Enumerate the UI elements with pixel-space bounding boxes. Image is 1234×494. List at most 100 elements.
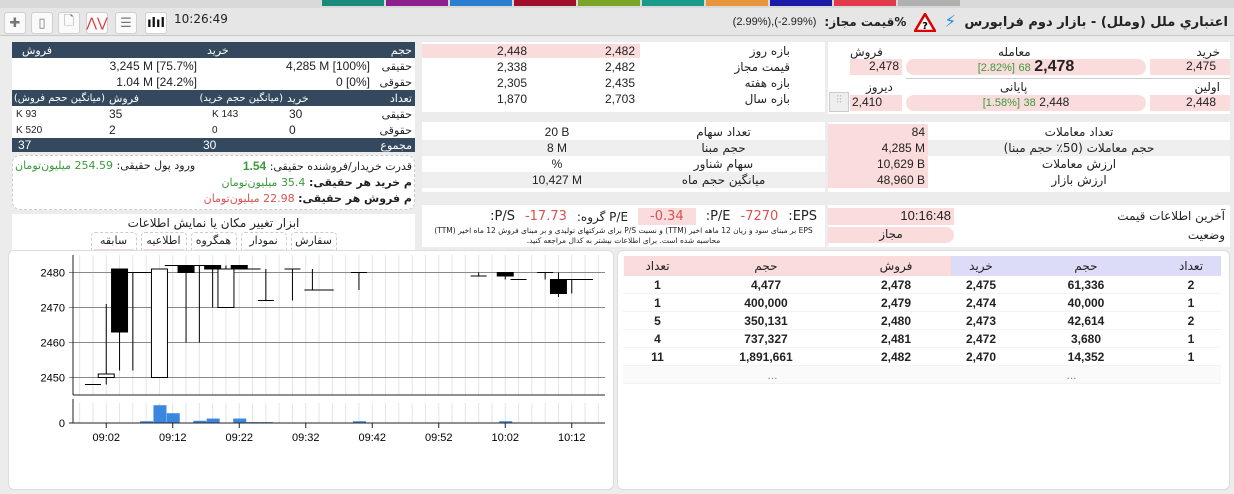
column-header: تعداد: [624, 256, 691, 276]
candlestick-chart-icon[interactable]: ılıl: [145, 12, 167, 34]
top-tab[interactable]: [834, 0, 896, 6]
header-avg-buy: (میانگین حجم خرید): [197, 93, 283, 104]
technical-chart-icon[interactable]: ⋀⋁: [86, 12, 108, 34]
header-title-group: اعتباري ملل (وملل) - بازار دوم فرابورس ⚡…: [733, 8, 1228, 36]
buy-count: 2: [1161, 278, 1221, 292]
tools-title: ابزار تغییر مکان یا نمایش اطلاعات: [12, 216, 415, 230]
calculator-icon[interactable]: ▯: [31, 12, 53, 34]
sell-count: 1: [624, 278, 691, 292]
info-value: 48,960 B: [828, 172, 928, 188]
pe-label: P/E:: [706, 209, 731, 224]
volume-bar: [207, 419, 220, 423]
top-tab[interactable]: [770, 0, 832, 6]
total-buy: 30: [197, 138, 370, 152]
sell-price: 2,480: [841, 314, 951, 328]
candle-body: [98, 374, 114, 378]
buy-count: 1: [1161, 332, 1221, 346]
header-buy: خرید: [197, 44, 370, 57]
range-label: قیمت مجاز: [640, 60, 790, 74]
last-pct: [2.82%]: [978, 62, 1015, 74]
range-high: 2,435: [530, 76, 640, 90]
buy-volume: 42,614: [1011, 314, 1161, 328]
close-pct: [1.58%]: [983, 97, 1020, 109]
buy-count: 1: [1161, 296, 1221, 310]
table-row: حقوقی 0 0 2 520 K: [12, 122, 415, 138]
tool-name: نمودار: [244, 233, 284, 249]
warning-icon[interactable]: ?: [914, 13, 936, 32]
top-tab[interactable]: [322, 0, 384, 6]
range-low: 1,870: [422, 92, 530, 106]
column-header: خرید: [951, 256, 1011, 276]
tool-name: اطلاعیه: [144, 233, 184, 249]
avg-buy-value: 35.4 میلیون‌تومان: [221, 176, 305, 189]
buy-volume: 3,680: [1011, 332, 1161, 346]
sell-count: 35: [105, 107, 197, 121]
info-label: تعداد سهام: [662, 125, 825, 139]
group-pe-value: -17.73: [525, 209, 567, 224]
trade-label: معامله: [998, 45, 1031, 59]
top-tab[interactable]: [706, 0, 768, 6]
close-price: [1.58%] 38 2,448: [906, 95, 1146, 111]
note-icon[interactable]: 🗋: [58, 12, 80, 34]
top-tab[interactable]: [514, 0, 576, 6]
buy-price: 2,474: [951, 296, 1011, 310]
column-header: فروش: [841, 256, 951, 276]
info-value: 20 B: [422, 125, 662, 139]
row-label: حقوقی: [370, 124, 415, 137]
column-header: حجم: [1011, 256, 1161, 276]
total-label: مجموع: [370, 139, 415, 152]
top-tab[interactable]: [642, 0, 704, 6]
last-update-label: آخرین اطلاعات قیمت: [1117, 209, 1225, 223]
info-label: سهام شناور: [662, 157, 825, 171]
equalizer-settings-icon[interactable]: ⫶⫶: [829, 92, 849, 112]
top-tab[interactable]: [578, 0, 640, 6]
buy-price: 2,470: [951, 350, 1011, 364]
x-tick-label: 09:22: [225, 432, 253, 444]
prices-panel: خرید معامله فروش 2,475 [2.82%] 68 2,478 …: [828, 42, 1230, 114]
sell-count: 1: [624, 296, 691, 310]
top-tab[interactable]: [386, 0, 448, 6]
sell-volume: 1,891,661: [691, 350, 841, 364]
more-sell: ...: [623, 368, 922, 382]
close-label: پایانی: [1000, 80, 1027, 94]
inflow-value: 254.59 میلیون‌تومان: [15, 159, 113, 172]
buy-price: 2,475: [951, 278, 1011, 292]
info-label: میانگین حجم ماه: [662, 173, 825, 187]
order-row-more[interactable]: ......: [623, 366, 1221, 384]
avg-sell-volume: 93 K: [12, 109, 105, 120]
symbol-title: اعتباري ملل (وملل) - بازار دوم فرابورس: [964, 15, 1228, 30]
x-tick-label: 09:52: [425, 432, 453, 444]
sell-count: 5: [624, 314, 691, 328]
eps-label: EPS:: [788, 209, 817, 224]
list-icon[interactable]: ☰: [115, 12, 137, 34]
info-label: حجم معاملات (50٪ حجم مبنا): [928, 141, 1230, 155]
table-footer: مجموع 30 37: [12, 138, 415, 152]
buy-count: 2: [1161, 314, 1221, 328]
eps-value: -7270: [741, 209, 779, 224]
allowed-price-value: (2.99%),(-2.99%): [733, 16, 817, 28]
info-label: ارزش معاملات: [928, 157, 1230, 171]
candle-body: [231, 266, 247, 270]
add-icon[interactable]: ✚: [4, 12, 26, 34]
sell-count: 11: [624, 350, 691, 364]
top-tab[interactable]: [898, 0, 960, 6]
top-tab[interactable]: [450, 0, 512, 6]
individual-power-box: قدرت خریدار/فروشنده حقیقی: 1.54 ورود پول…: [12, 155, 415, 210]
sell-label: فروش: [850, 45, 883, 59]
y-tick-label: 2470: [41, 303, 65, 315]
sell-price: 2,482: [841, 350, 951, 364]
allowed-price-label: %قیمت مجاز:: [824, 15, 906, 29]
range-label: بازه هفته: [640, 76, 790, 90]
